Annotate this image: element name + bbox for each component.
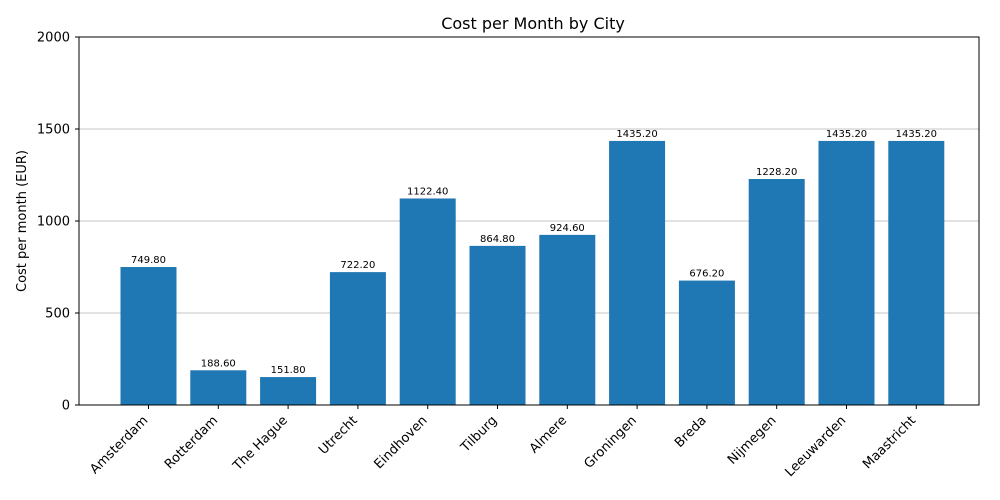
y-axis: 0 500 1000 1500 2000: [37, 31, 79, 414]
x-tick-label: Rotterdam: [162, 413, 221, 472]
bars: [120, 140, 945, 405]
bar-value-label: 676.20: [689, 269, 724, 280]
bar: [260, 377, 317, 405]
bar-value-label: 1435.20: [896, 129, 937, 140]
y-axis-label: Cost per month (EUR): [15, 150, 30, 292]
bar-value-label: 1435.20: [826, 129, 867, 140]
bar: [190, 370, 247, 405]
bar-value-label: 151.80: [271, 365, 306, 376]
bar: [329, 272, 386, 405]
bar-value-label: 1435.20: [616, 129, 657, 140]
bar-value-label: 749.80: [131, 255, 166, 266]
x-tick-label: Breda: [672, 413, 710, 451]
x-tick-label: The Hague: [230, 413, 291, 474]
x-tick-label: Maastricht: [860, 413, 919, 472]
x-tick-label: Leeuwarden: [783, 413, 850, 480]
bar-value-label: 1122.40: [407, 186, 448, 197]
x-tick-label: Utrecht: [316, 413, 361, 458]
y-tick-label: 0: [62, 399, 70, 414]
value-labels: 749.80 188.60 151.80 722.20 1122.40 864.80 924…: [131, 129, 937, 376]
bar: [469, 245, 526, 405]
bar: [748, 179, 805, 405]
x-axis: Amsterdam Rotterdam The Hague Utrecht Eindho…: [87, 405, 919, 480]
x-tick-label: Eindhoven: [372, 413, 431, 472]
y-tick-label: 2000: [37, 31, 70, 46]
bar: [539, 234, 596, 405]
y-tick-label: 500: [45, 307, 70, 322]
bar-value-label: 722.20: [340, 260, 375, 271]
x-tick-label: Nijmegen: [725, 413, 780, 468]
bar: [888, 140, 945, 405]
bar: [678, 280, 735, 405]
bar-value-label: 864.80: [480, 234, 515, 245]
bar-value-label: 1228.20: [756, 167, 797, 178]
bar: [399, 198, 456, 405]
bar: [818, 140, 875, 405]
bar-value-label: 924.60: [550, 223, 585, 234]
x-tick-label: Almere: [527, 413, 570, 456]
x-tick-label: Tilburg: [457, 413, 500, 456]
y-tick-label: 1000: [37, 215, 70, 230]
bar-value-label: 188.60: [201, 358, 236, 369]
y-tick-label: 1500: [37, 123, 70, 138]
x-tick-label: Amsterdam: [87, 413, 151, 477]
x-tick-label: Groningen: [581, 413, 639, 471]
chart-title: Cost per Month by City: [441, 14, 625, 33]
bar: [609, 140, 666, 405]
bar: [120, 267, 177, 405]
